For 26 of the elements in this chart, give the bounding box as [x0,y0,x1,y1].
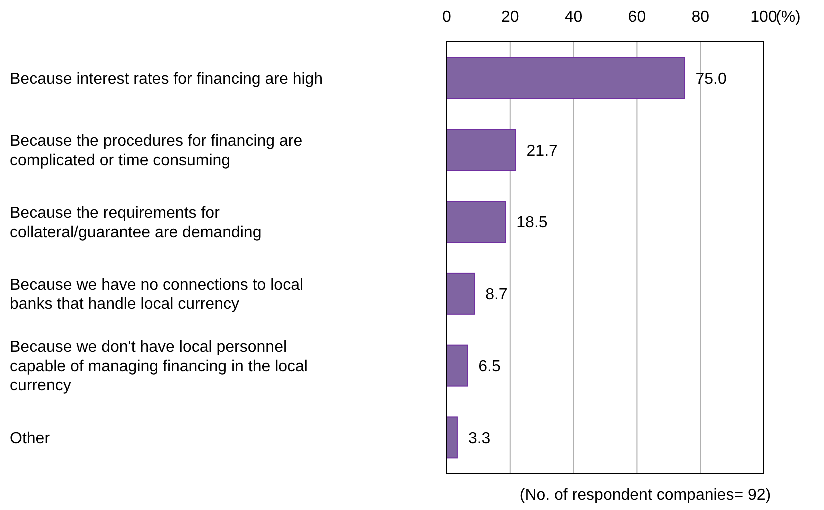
data-label: 21.7 [526,142,558,160]
data-label: 18.5 [516,214,548,232]
data-label: 6.5 [478,358,501,376]
x2-tick-label: 80 [692,9,710,26]
y-tick-label: Other [10,430,51,448]
data-label: 3.3 [468,430,491,448]
y-tick-label: Because the procedures for financing are complicated or time consuming [10,133,303,170]
x2-tick-label: 100 [750,9,778,26]
data-label: 8.7 [486,286,508,304]
y-tick-label: Because interest rates for financing are high [10,70,324,88]
bar [446,344,468,387]
y-tick-label: Because we don't have local personnel capable of managing financing in the local currency [10,339,308,395]
bar [446,416,458,459]
bar [446,201,506,244]
bar [446,272,476,315]
x2-tick-label: 0 [442,9,452,26]
x2-tick-label: 20 [502,9,520,26]
text: (No. of respondent companies= 92) [520,487,772,504]
bar [446,57,686,100]
x2-axis-title: (%) [776,9,801,26]
bar [446,129,516,172]
x2-tick-label: 40 [564,9,583,26]
y-tick-label: Because the requirements for collateral/guarantee are demanding [10,205,262,242]
data-label: 75.0 [696,70,727,88]
x2-tick-label: 60 [628,9,646,26]
y-tick-label: Because we have no connections to local banks that handle local currency [10,276,304,314]
